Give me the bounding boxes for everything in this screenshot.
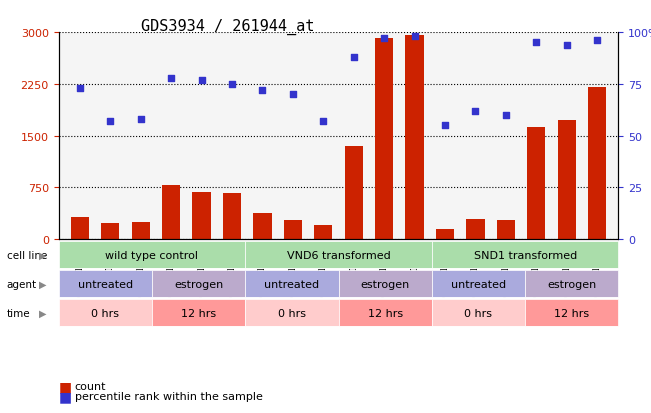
Text: 0 hrs: 0 hrs (91, 308, 119, 318)
Text: 0 hrs: 0 hrs (464, 308, 493, 318)
Text: SND1 transformed: SND1 transformed (473, 250, 577, 260)
Text: VND6 transformed: VND6 transformed (286, 250, 391, 260)
Bar (436, 229, 454, 240)
Point (592, 38, 602, 45)
Text: 12 hrs: 12 hrs (554, 308, 589, 318)
Text: untreated: untreated (451, 279, 506, 289)
Text: time: time (7, 308, 30, 318)
Point (227, 81, 237, 88)
Bar (497, 221, 515, 240)
Text: cell line: cell line (7, 250, 47, 260)
Text: agent: agent (7, 279, 36, 289)
Point (318, 119, 329, 125)
Bar (314, 226, 333, 240)
Point (379, 36, 389, 43)
Bar (71, 218, 89, 240)
Text: 12 hrs: 12 hrs (181, 308, 216, 318)
Point (166, 75, 176, 82)
Text: wild type control: wild type control (105, 250, 199, 260)
Text: percentile rank within the sample: percentile rank within the sample (75, 392, 263, 401)
Bar (223, 193, 241, 240)
Text: estrogen: estrogen (547, 279, 596, 289)
Point (257, 88, 268, 94)
Point (501, 112, 511, 119)
Bar (406, 36, 424, 240)
Bar (193, 193, 211, 240)
Text: untreated: untreated (77, 279, 133, 289)
Text: GDS3934 / 261944_at: GDS3934 / 261944_at (141, 19, 314, 35)
Text: untreated: untreated (264, 279, 320, 289)
Text: estrogen: estrogen (361, 279, 409, 289)
Point (135, 116, 146, 123)
Point (197, 77, 207, 84)
Point (440, 123, 450, 129)
Point (288, 92, 298, 98)
Bar (132, 222, 150, 240)
Text: 0 hrs: 0 hrs (278, 308, 306, 318)
Bar (101, 224, 119, 240)
Text: estrogen: estrogen (174, 279, 223, 289)
Point (470, 108, 480, 115)
Point (409, 34, 420, 40)
Bar (375, 38, 393, 240)
Bar (527, 128, 546, 240)
Text: ■: ■ (59, 379, 72, 393)
Bar (162, 185, 180, 240)
Point (348, 55, 359, 61)
Point (562, 42, 572, 49)
Bar (284, 220, 302, 240)
Bar (558, 121, 576, 240)
Point (105, 119, 115, 125)
Bar (588, 88, 606, 240)
Text: count: count (75, 381, 106, 391)
Point (531, 40, 542, 47)
Text: ▶: ▶ (38, 308, 46, 318)
Bar (344, 147, 363, 240)
Bar (466, 220, 484, 240)
Text: ■: ■ (59, 389, 72, 404)
Text: ▶: ▶ (38, 279, 46, 289)
Text: 12 hrs: 12 hrs (368, 308, 403, 318)
Text: ▶: ▶ (38, 250, 46, 260)
Point (75, 85, 85, 92)
Bar (253, 214, 271, 240)
